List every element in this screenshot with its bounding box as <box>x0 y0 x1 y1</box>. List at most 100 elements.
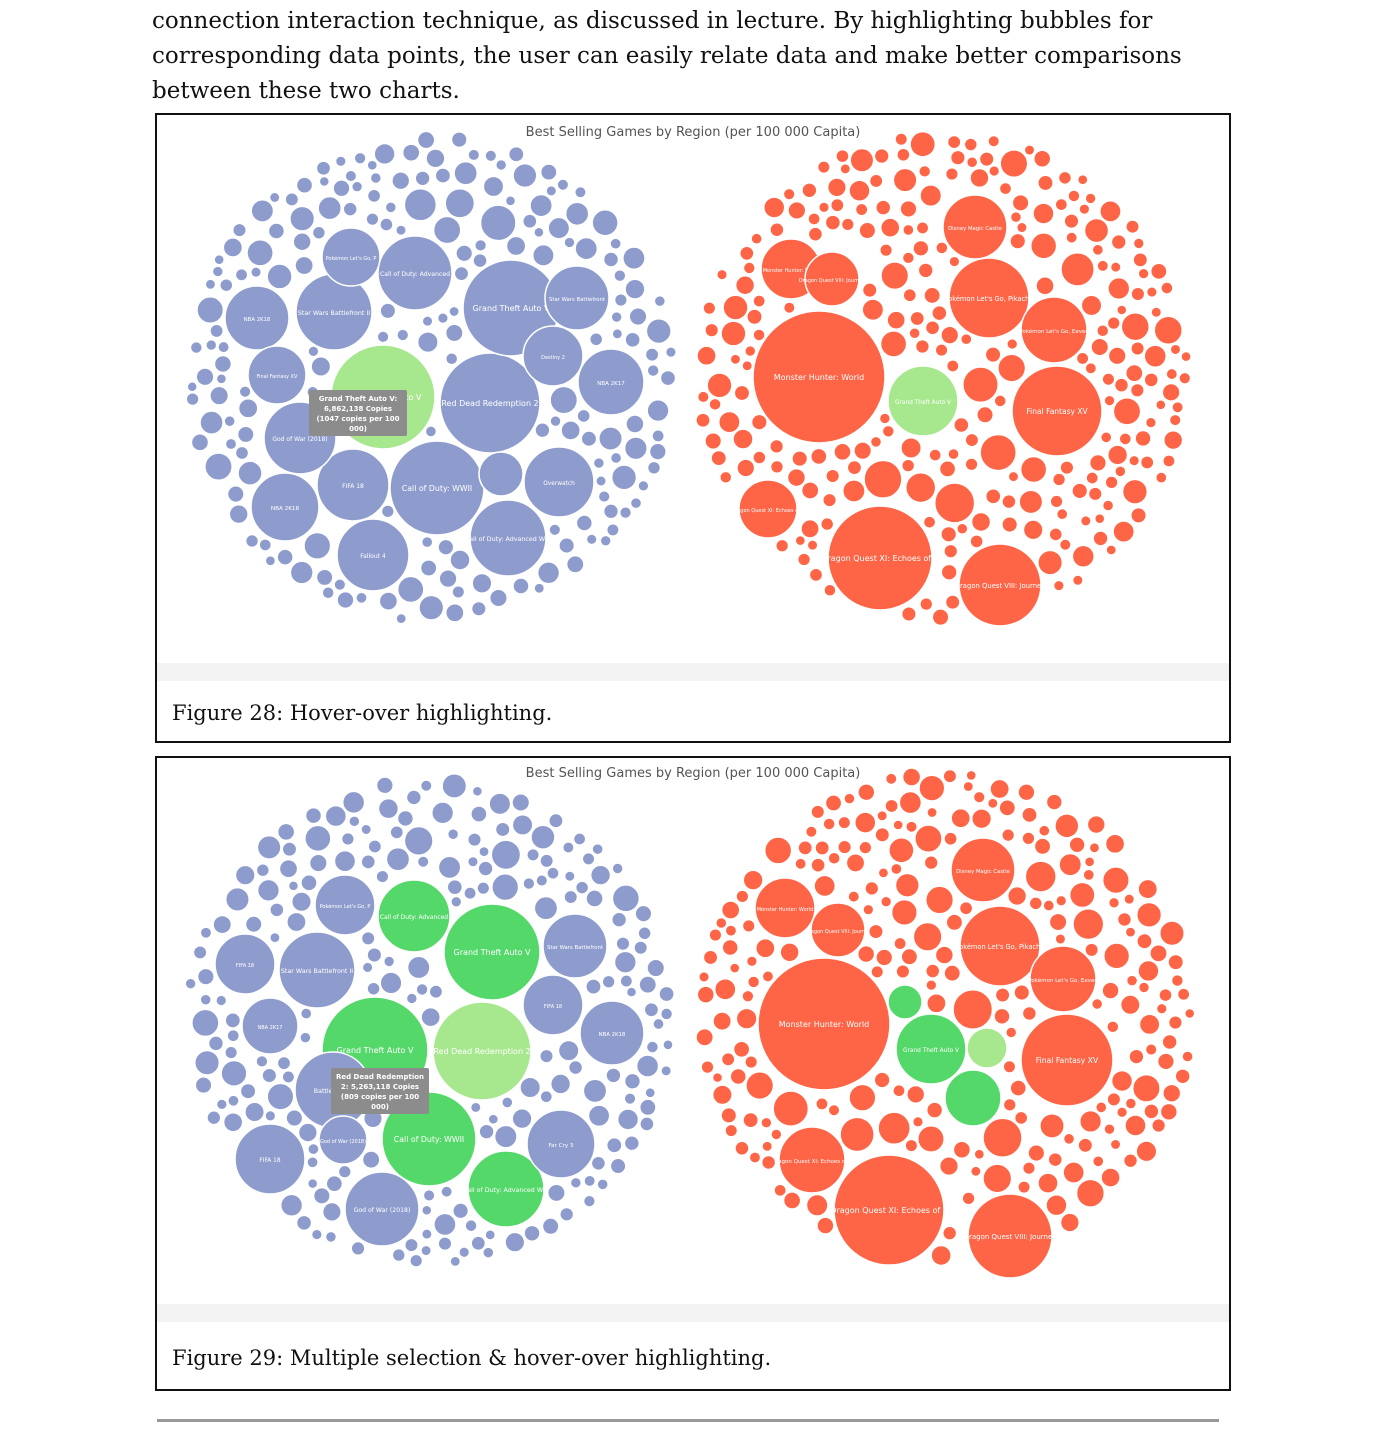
bubble[interactable] <box>315 568 334 587</box>
bubble[interactable] <box>340 831 356 847</box>
bubble[interactable] <box>909 130 937 158</box>
bubble[interactable] <box>1107 444 1129 466</box>
bubble[interactable] <box>1047 1151 1064 1168</box>
bubble[interactable] <box>1119 994 1141 1016</box>
highlighted-bubble[interactable] <box>887 984 923 1020</box>
bubble[interactable] <box>382 955 396 968</box>
bubble[interactable] <box>881 424 895 438</box>
bubble[interactable] <box>1150 306 1163 319</box>
bubble[interactable] <box>873 1071 891 1089</box>
bubble[interactable] <box>287 880 300 892</box>
bubble[interactable] <box>276 548 294 566</box>
bubble[interactable] <box>446 878 464 896</box>
bubble[interactable] <box>542 913 608 979</box>
bubble[interactable] <box>713 978 737 1001</box>
bubble[interactable] <box>224 886 250 912</box>
bubble[interactable] <box>734 275 756 296</box>
bubble[interactable] <box>488 588 508 608</box>
bubble[interactable] <box>591 209 619 237</box>
bubble[interactable] <box>589 864 612 886</box>
bubble[interactable] <box>922 515 937 529</box>
bubble[interactable] <box>610 911 628 928</box>
bubble[interactable] <box>1077 1137 1094 1154</box>
bubble[interactable] <box>269 931 281 944</box>
bubble[interactable] <box>1037 549 1064 576</box>
bubble[interactable] <box>940 563 958 581</box>
bubble[interactable] <box>268 191 281 204</box>
bubble[interactable] <box>279 1193 304 1217</box>
bubble[interactable] <box>204 452 233 482</box>
bubble[interactable] <box>943 831 958 847</box>
bubble[interactable] <box>482 1246 495 1259</box>
bubble[interactable] <box>1118 432 1133 446</box>
bubble[interactable] <box>644 1086 657 1099</box>
bubble[interactable] <box>752 294 767 308</box>
bubble[interactable] <box>469 499 547 577</box>
bubble[interactable] <box>892 819 904 831</box>
bubble[interactable] <box>1045 1194 1068 1217</box>
bubble[interactable] <box>376 330 390 344</box>
bubble[interactable] <box>1167 953 1185 971</box>
bubble[interactable] <box>529 193 553 218</box>
bubble[interactable] <box>1091 1154 1105 1168</box>
bubble[interactable] <box>1170 973 1185 988</box>
bubble[interactable] <box>720 320 747 347</box>
bubble[interactable] <box>563 236 576 249</box>
bubble[interactable] <box>545 184 558 197</box>
bubble[interactable] <box>547 216 571 240</box>
bubble[interactable] <box>829 197 845 213</box>
bubble[interactable] <box>824 214 842 231</box>
bubble[interactable] <box>896 147 911 163</box>
bubble[interactable] <box>226 1028 241 1043</box>
bubble[interactable] <box>512 162 538 189</box>
bubble[interactable] <box>484 1229 497 1241</box>
bubble[interactable] <box>311 225 327 240</box>
bubble[interactable] <box>294 255 315 276</box>
bubble[interactable] <box>199 926 213 940</box>
bubble[interactable] <box>926 992 947 1014</box>
bubble[interactable] <box>212 914 233 935</box>
bubble[interactable] <box>395 612 408 625</box>
bubble[interactable] <box>1155 1002 1168 1015</box>
bubble[interactable] <box>845 852 866 873</box>
bubble[interactable] <box>884 772 898 786</box>
bubble[interactable] <box>875 199 892 216</box>
bubble[interactable] <box>953 416 970 434</box>
bubble[interactable] <box>972 790 986 804</box>
bubble[interactable] <box>256 878 281 902</box>
bubble[interactable] <box>1078 203 1091 216</box>
bubble[interactable] <box>211 265 224 278</box>
bubble[interactable] <box>1059 1212 1081 1233</box>
bubble[interactable] <box>522 974 584 1036</box>
bubble[interactable] <box>533 582 546 595</box>
bubble[interactable] <box>1154 399 1167 411</box>
bubble[interactable] <box>491 873 520 902</box>
bubble[interactable] <box>1080 294 1103 317</box>
bubble[interactable] <box>378 591 399 611</box>
bubble[interactable] <box>419 779 433 793</box>
bubble[interactable] <box>285 1109 304 1128</box>
bubble[interactable] <box>804 251 860 307</box>
bubble[interactable] <box>597 489 611 504</box>
bubble[interactable] <box>959 332 973 346</box>
bubble[interactable] <box>905 471 937 504</box>
bubble[interactable] <box>805 1193 829 1217</box>
bubble[interactable] <box>742 1111 760 1129</box>
bubble[interactable] <box>1132 251 1149 268</box>
bubble[interactable] <box>526 1109 596 1179</box>
bubble[interactable] <box>1144 1043 1158 1057</box>
bubble[interactable] <box>535 874 549 888</box>
bubble[interactable] <box>958 900 974 916</box>
bubble[interactable] <box>729 1067 748 1086</box>
bubble[interactable] <box>979 433 1017 472</box>
bubble[interactable] <box>931 304 948 322</box>
bubble[interactable] <box>874 826 891 843</box>
bubble[interactable] <box>1083 855 1096 868</box>
bubble[interactable] <box>791 450 809 468</box>
bubble[interactable] <box>994 987 1011 1003</box>
bubble[interactable] <box>717 410 741 434</box>
bubble[interactable] <box>238 385 252 399</box>
bubble[interactable] <box>209 323 225 339</box>
bubble[interactable] <box>1174 1068 1191 1085</box>
bubble[interactable] <box>549 385 579 415</box>
